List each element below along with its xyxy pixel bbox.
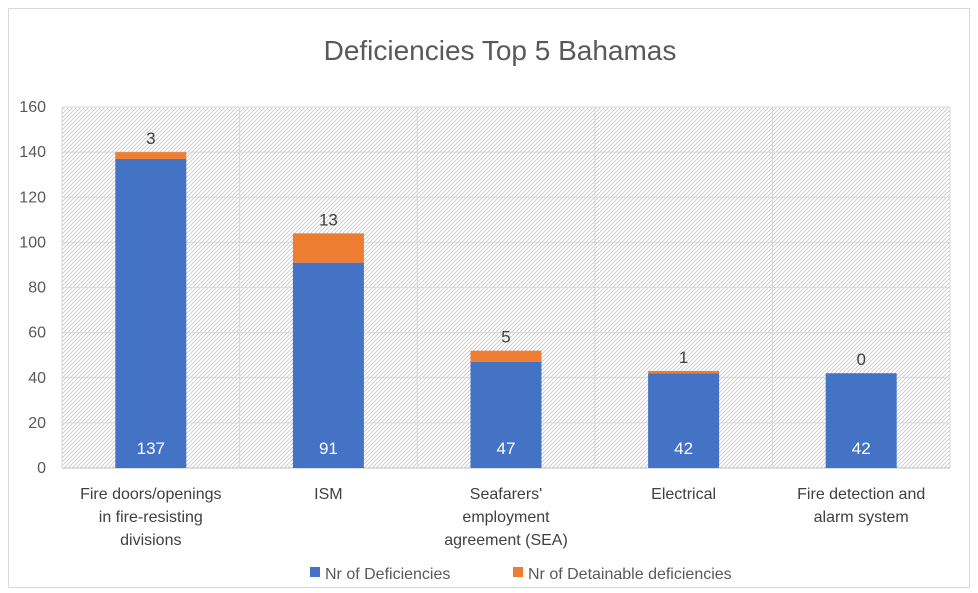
bar-deficiencies-2 [470, 361, 542, 468]
data-label-deficiencies: 42 [852, 439, 871, 458]
data-labels: 137 3 91 13 47 5 42 1 42 0 [137, 129, 871, 458]
bar-deficiencies-4 [825, 373, 897, 468]
data-label-deficiencies: 91 [319, 439, 338, 458]
y-tick-label: 0 [37, 460, 46, 477]
y-tick-label: 120 [19, 189, 46, 206]
data-label-deficiencies: 47 [497, 439, 516, 458]
y-tick-label: 140 [19, 144, 46, 161]
x-tick-label: Seafarers' [470, 486, 542, 503]
y-tick-label: 20 [28, 415, 46, 432]
bar-detainable-2 [470, 350, 542, 362]
x-tick-label: Electrical [651, 486, 716, 503]
bar-deficiencies-3 [648, 373, 720, 468]
x-axis: Fire doors/openings in fire-resisting divi… [80, 486, 925, 549]
bar-detainable-0 [115, 152, 187, 159]
legend: Nr of Deficiencies Nr of Detainable defi… [310, 566, 732, 583]
chart-title: Deficiencies Top 5 Bahamas [324, 35, 677, 66]
data-label-detainable: 0 [856, 350, 865, 369]
data-label-deficiencies: 137 [137, 439, 165, 458]
y-tick-label: 40 [28, 370, 46, 387]
x-tick-label: agreement (SEA) [444, 532, 568, 549]
data-label-detainable: 5 [501, 328, 510, 347]
x-tick-label: in fire-resisting [99, 509, 203, 526]
y-tick-label: 80 [28, 280, 46, 297]
legend-swatch-detainable [513, 567, 523, 577]
bar-deficiencies-0 [115, 158, 187, 469]
legend-label-deficiencies: Nr of Deficiencies [325, 566, 450, 583]
bars [115, 152, 897, 469]
x-tick-label: alarm system [814, 509, 909, 526]
data-label-deficiencies: 42 [674, 439, 693, 458]
data-label-detainable: 3 [146, 129, 155, 148]
data-label-detainable: 1 [679, 348, 688, 367]
x-tick-label: ISM [314, 486, 342, 503]
data-label-detainable: 13 [319, 210, 338, 229]
x-tick-label: divisions [120, 532, 181, 549]
legend-label-detainable: Nr of Detainable deficiencies [528, 566, 732, 583]
x-tick-label: Fire detection and [797, 486, 925, 503]
bar-detainable-3 [648, 370, 720, 374]
x-tick-label: Fire doors/openings [80, 486, 221, 503]
y-tick-label: 60 [28, 325, 46, 342]
y-axis: 0 20 40 60 80 100 120 140 160 [19, 99, 46, 477]
x-tick-label: employment [462, 509, 550, 526]
legend-swatch-deficiencies [310, 567, 320, 577]
bar-deficiencies-1 [292, 262, 364, 468]
y-tick-label: 160 [19, 99, 46, 116]
bar-detainable-1 [292, 233, 364, 263]
y-tick-label: 100 [19, 234, 46, 251]
